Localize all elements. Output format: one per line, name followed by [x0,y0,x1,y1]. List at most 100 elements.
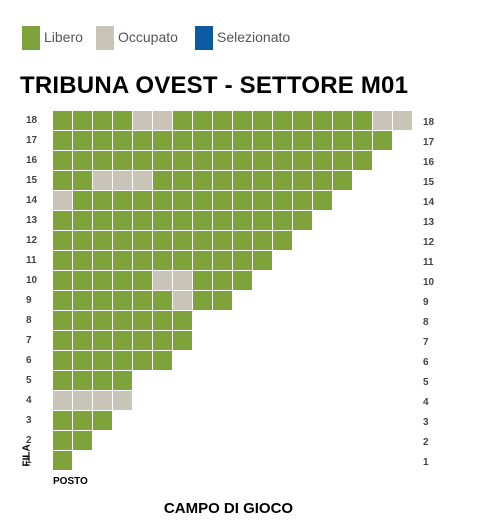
seat-free[interactable] [133,331,152,350]
seat-free[interactable] [253,251,272,270]
seat-free[interactable] [213,211,232,230]
seat-free[interactable] [293,131,312,150]
seat-free[interactable] [73,131,92,150]
seat-free[interactable] [53,411,72,430]
seat-free[interactable] [153,331,172,350]
seat-free[interactable] [253,151,272,170]
seat-free[interactable] [53,111,72,130]
seat-free[interactable] [153,351,172,370]
seat-free[interactable] [153,131,172,150]
seat-free[interactable] [53,211,72,230]
seat-free[interactable] [133,251,152,270]
seat-free[interactable] [213,271,232,290]
seat-free[interactable] [53,451,72,470]
seat-free[interactable] [53,371,72,390]
seat-free[interactable] [313,131,332,150]
seat-free[interactable] [353,111,372,130]
seat-free[interactable] [373,131,392,150]
seat-free[interactable] [93,111,112,130]
seat-free[interactable] [333,171,352,190]
seat-free[interactable] [233,171,252,190]
seat-free[interactable] [173,171,192,190]
seat-free[interactable] [53,151,72,170]
seat-free[interactable] [113,191,132,210]
seat-free[interactable] [293,111,312,130]
seat-free[interactable] [113,331,132,350]
seat-free[interactable] [213,291,232,310]
seat-free[interactable] [93,131,112,150]
seat-free[interactable] [353,131,372,150]
seat-free[interactable] [93,371,112,390]
seat-free[interactable] [133,151,152,170]
seat-free[interactable] [93,411,112,430]
seat-free[interactable] [193,211,212,230]
seat-free[interactable] [53,251,72,270]
seat-free[interactable] [193,151,212,170]
seat-free[interactable] [333,131,352,150]
seat-free[interactable] [293,211,312,230]
seat-free[interactable] [273,131,292,150]
seat-free[interactable] [233,231,252,250]
seat-free[interactable] [133,191,152,210]
seat-free[interactable] [73,151,92,170]
seat-free[interactable] [93,331,112,350]
seat-free[interactable] [73,371,92,390]
seat-free[interactable] [113,231,132,250]
seat-free[interactable] [93,291,112,310]
seat-free[interactable] [333,151,352,170]
seat-free[interactable] [113,311,132,330]
seat-free[interactable] [193,271,212,290]
seat-free[interactable] [293,191,312,210]
seat-free[interactable] [53,171,72,190]
seat-free[interactable] [73,291,92,310]
seat-free[interactable] [193,251,212,270]
seat-free[interactable] [133,351,152,370]
seat-free[interactable] [273,211,292,230]
seat-free[interactable] [193,131,212,150]
seat-free[interactable] [93,151,112,170]
seat-free[interactable] [253,131,272,150]
seat-free[interactable] [173,231,192,250]
seat-free[interactable] [293,151,312,170]
seat-free[interactable] [93,231,112,250]
seat-free[interactable] [53,311,72,330]
seat-free[interactable] [113,271,132,290]
seat-free[interactable] [53,351,72,370]
seat-free[interactable] [73,171,92,190]
seat-free[interactable] [233,271,252,290]
seat-free[interactable] [133,231,152,250]
seat-free[interactable] [313,111,332,130]
seat-free[interactable] [273,171,292,190]
seat-free[interactable] [313,191,332,210]
seat-free[interactable] [193,171,212,190]
seat-free[interactable] [53,131,72,150]
seat-free[interactable] [73,411,92,430]
seat-free[interactable] [273,191,292,210]
seat-free[interactable] [73,311,92,330]
seat-free[interactable] [153,211,172,230]
seat-free[interactable] [273,111,292,130]
seat-free[interactable] [153,191,172,210]
seat-free[interactable] [333,111,352,130]
seat-free[interactable] [73,431,92,450]
seat-free[interactable] [193,291,212,310]
seat-free[interactable] [193,111,212,130]
seat-free[interactable] [273,151,292,170]
seat-free[interactable] [53,271,72,290]
seat-free[interactable] [133,131,152,150]
seat-free[interactable] [113,291,132,310]
seat-free[interactable] [153,151,172,170]
seat-free[interactable] [253,231,272,250]
seat-free[interactable] [133,211,152,230]
seat-free[interactable] [153,171,172,190]
seat-free[interactable] [113,111,132,130]
seat-free[interactable] [213,191,232,210]
seat-free[interactable] [113,251,132,270]
seat-free[interactable] [173,331,192,350]
seat-free[interactable] [53,291,72,310]
seat-free[interactable] [93,311,112,330]
seat-free[interactable] [193,191,212,210]
seat-free[interactable] [353,151,372,170]
seat-free[interactable] [233,151,252,170]
seat-free[interactable] [113,131,132,150]
